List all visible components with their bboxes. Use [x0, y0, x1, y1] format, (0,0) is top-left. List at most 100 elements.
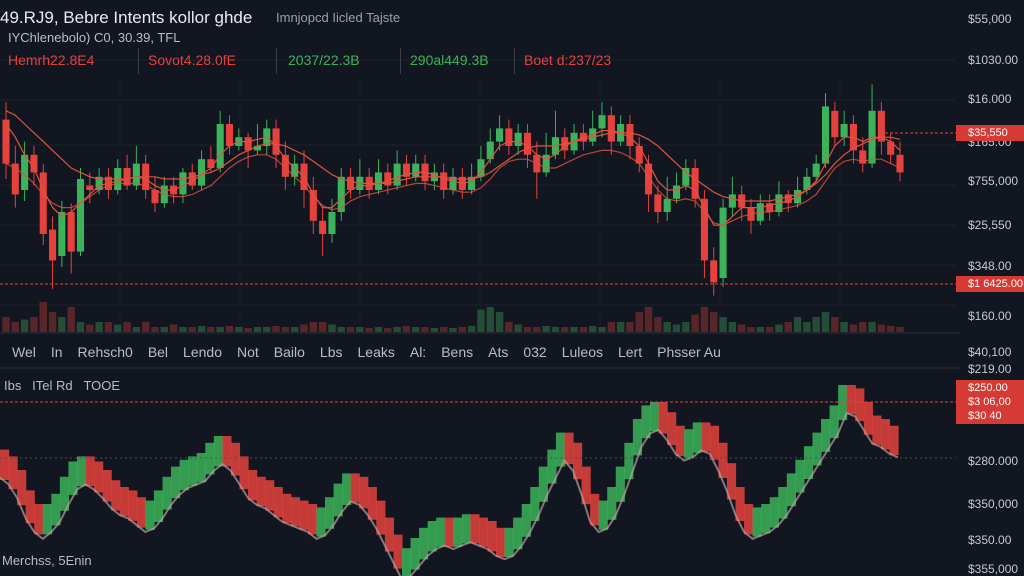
- price-axis-label: $16.000: [968, 92, 1012, 106]
- volume-bar: [356, 327, 364, 332]
- nav-item[interactable]: Al:: [409, 344, 427, 360]
- volume-bar: [188, 327, 196, 332]
- volume-bar: [477, 309, 485, 332]
- volume-bar: [384, 328, 392, 332]
- volume-bar: [458, 327, 467, 332]
- oscillator-bar: [145, 500, 155, 530]
- oscillator-bar: [85, 456, 95, 487]
- oscillator-bar: [607, 487, 617, 520]
- candle-body: [728, 194, 736, 208]
- ma-line: [5, 149, 901, 226]
- volume-bar: [421, 327, 429, 332]
- nav-item[interactable]: Not: [236, 344, 259, 360]
- volume-bar: [30, 317, 38, 332]
- nav-item[interactable]: Leaks: [357, 344, 395, 360]
- oscillator-bar: [384, 517, 395, 552]
- oscillator-bar: [136, 497, 146, 528]
- candle-body: [477, 159, 485, 177]
- nav-item[interactable]: In: [50, 344, 63, 360]
- oscillator-bar: [615, 466, 625, 502]
- volume-bar: [710, 312, 718, 332]
- volume-bar: [449, 328, 457, 332]
- price-axis-label: $280.000: [968, 454, 1019, 468]
- oscillator-bar: [59, 476, 70, 511]
- oscillator-bar: [744, 504, 754, 535]
- oscillator-bar: [718, 442, 728, 478]
- volume-bar: [263, 327, 271, 332]
- candle-body: [682, 168, 690, 186]
- candle-body: [896, 154, 904, 173]
- candle-body: [253, 146, 261, 151]
- volume-bar: [160, 327, 169, 332]
- nav-item[interactable]: Lert: [617, 344, 643, 360]
- oscillator-bar: [94, 461, 104, 493]
- candle-body: [67, 212, 75, 252]
- oscillator-bar: [0, 449, 10, 480]
- volume-bar: [877, 324, 886, 332]
- volume-bar: [290, 327, 299, 332]
- volume-bar: [318, 322, 327, 332]
- oscillator-bar: [119, 487, 129, 517]
- volume-bar: [495, 312, 504, 332]
- oscillator-bar: [872, 415, 882, 445]
- stat-divider: [276, 48, 277, 74]
- nav-item[interactable]: Lendo: [183, 344, 222, 360]
- volume-bar: [225, 326, 234, 332]
- nav-item[interactable]: Bel: [147, 344, 169, 360]
- candle-body: [654, 194, 662, 212]
- volume-bar: [514, 324, 522, 332]
- oscillator-bar: [179, 459, 189, 491]
- candle-body: [542, 154, 550, 173]
- candle-body: [49, 229, 57, 261]
- chart-title: 49.RJ9, Bebre Intents kollor ghde: [0, 8, 253, 27]
- nav-item[interactable]: Ats: [488, 344, 509, 360]
- volume-bar: [784, 322, 792, 332]
- oscillator-bar: [342, 473, 352, 505]
- nav-item[interactable]: Rehsch0: [77, 344, 133, 360]
- candle-body: [384, 172, 392, 186]
- nav-item[interactable]: Lbs: [319, 344, 343, 360]
- volume-bar: [39, 302, 47, 332]
- nav-item[interactable]: 032: [523, 344, 547, 360]
- volume-bar: [328, 324, 336, 332]
- oscillator-bar: [453, 517, 463, 547]
- volume-bar: [309, 322, 318, 332]
- candle-body: [449, 176, 457, 190]
- reference-lines: [0, 132, 956, 459]
- oscillator-bar: [436, 517, 446, 547]
- volume-bar: [67, 307, 75, 332]
- volume-bar: [402, 326, 411, 332]
- volume-bar: [747, 327, 755, 332]
- stat-divider: [138, 48, 139, 74]
- volume-bar: [11, 322, 20, 332]
- candle-body: [291, 163, 299, 177]
- oscillator-bar: [42, 504, 52, 535]
- stat-1: Sovot4.28.0fE: [148, 52, 236, 68]
- oscillator-bar: [573, 442, 583, 480]
- candle-body: [309, 190, 317, 221]
- candle-body: [123, 168, 131, 186]
- ma-line: [5, 123, 901, 226]
- oscillator-bar: [667, 412, 677, 445]
- nav-item[interactable]: Luleos: [561, 344, 603, 360]
- nav-item[interactable]: Phsser Au: [657, 344, 721, 360]
- nav-item[interactable]: Wel: [12, 344, 36, 360]
- nav-item[interactable]: Bailo: [273, 344, 305, 360]
- candle-body: [626, 124, 634, 146]
- oscillator-bar: [521, 504, 531, 537]
- price-axis-label: $55,000: [968, 12, 1012, 26]
- candle-body: [840, 124, 848, 138]
- oscillator-bar: [34, 504, 44, 535]
- volume-bar: [207, 327, 215, 332]
- volume-bar: [542, 326, 550, 332]
- volume-bar: [216, 327, 224, 332]
- oscillator-bar: [513, 517, 523, 550]
- candle-body: [505, 128, 513, 146]
- oscillator-bar: [51, 493, 61, 526]
- oscillator-bar: [444, 517, 454, 547]
- volume-bar: [635, 312, 643, 332]
- volume-bar: [95, 322, 103, 332]
- volume-bar: [235, 327, 243, 332]
- nav-item[interactable]: Bens: [441, 344, 474, 360]
